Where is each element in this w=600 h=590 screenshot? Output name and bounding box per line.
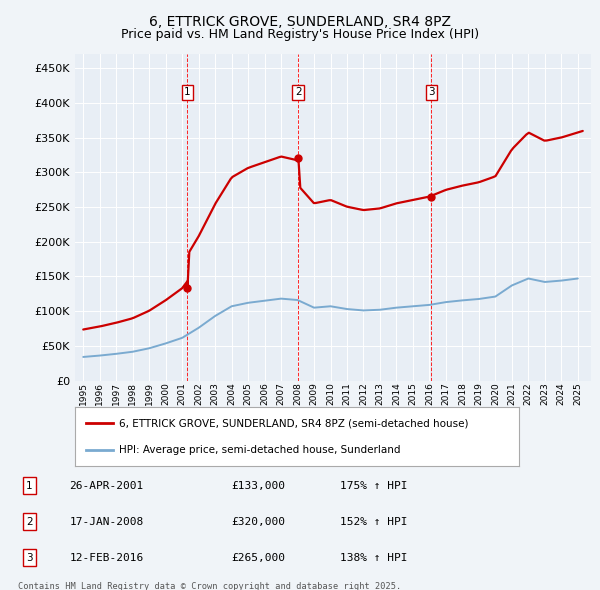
Text: 12-FEB-2016: 12-FEB-2016 [70, 553, 144, 562]
Text: 26-APR-2001: 26-APR-2001 [70, 481, 144, 490]
Text: £133,000: £133,000 [231, 481, 285, 490]
Text: 2: 2 [295, 87, 302, 97]
Text: 3: 3 [26, 553, 32, 562]
Text: 152% ↑ HPI: 152% ↑ HPI [340, 517, 408, 526]
Text: 1: 1 [26, 481, 32, 490]
Text: Contains HM Land Registry data © Crown copyright and database right 2025.
This d: Contains HM Land Registry data © Crown c… [18, 582, 401, 590]
Text: £265,000: £265,000 [231, 553, 285, 562]
Text: Price paid vs. HM Land Registry's House Price Index (HPI): Price paid vs. HM Land Registry's House … [121, 28, 479, 41]
Text: 6, ETTRICK GROVE, SUNDERLAND, SR4 8PZ: 6, ETTRICK GROVE, SUNDERLAND, SR4 8PZ [149, 15, 451, 29]
Text: £320,000: £320,000 [231, 517, 285, 526]
Text: 1: 1 [184, 87, 191, 97]
Text: 138% ↑ HPI: 138% ↑ HPI [340, 553, 408, 562]
Text: HPI: Average price, semi-detached house, Sunderland: HPI: Average price, semi-detached house,… [119, 445, 401, 455]
Text: 2: 2 [26, 517, 32, 526]
Text: 17-JAN-2008: 17-JAN-2008 [70, 517, 144, 526]
Text: 175% ↑ HPI: 175% ↑ HPI [340, 481, 408, 490]
Text: 3: 3 [428, 87, 435, 97]
Text: 6, ETTRICK GROVE, SUNDERLAND, SR4 8PZ (semi-detached house): 6, ETTRICK GROVE, SUNDERLAND, SR4 8PZ (s… [119, 418, 469, 428]
